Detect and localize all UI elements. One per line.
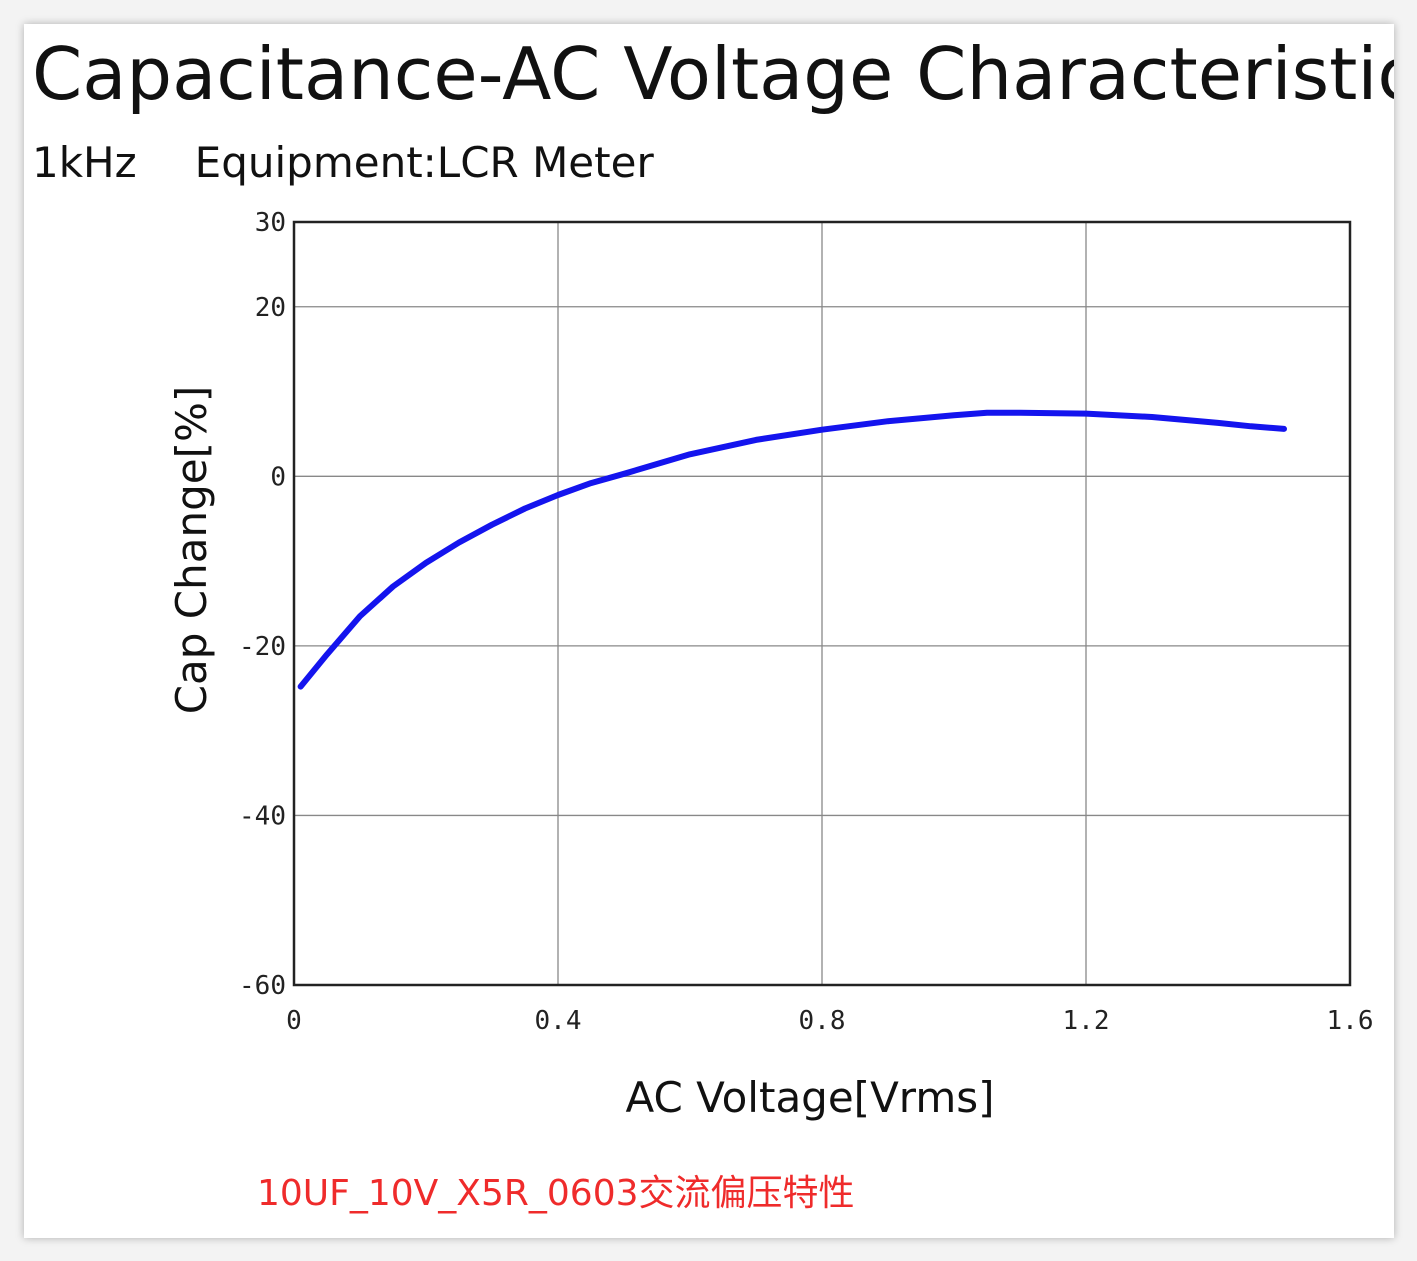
- data-point: [952, 413, 956, 417]
- y-tick-labels: -60 -40 -20 0 20 30: [239, 208, 286, 1001]
- x-tick-label: 0.4: [535, 1006, 582, 1036]
- data-point: [688, 452, 692, 456]
- x-tick-label: 0: [286, 1006, 302, 1036]
- data-point: [457, 540, 461, 544]
- y-tick-label: 0: [270, 462, 286, 492]
- data-point: [1249, 424, 1253, 428]
- x-tick-label: 1.6: [1327, 1006, 1374, 1036]
- data-point: [985, 411, 989, 415]
- plot-frame: [292, 220, 1352, 987]
- data-point: [1150, 415, 1154, 419]
- y-axis-title: Cap Change[%]: [167, 386, 216, 715]
- line-chart: -60 -40 -20 0 20 30 0 0.4 0.8 1.2 1.6 AC Voltage[…: [167, 208, 1373, 1122]
- data-point: [754, 438, 758, 442]
- y-tick-label: 20: [255, 293, 286, 323]
- data-point: [523, 507, 527, 511]
- x-tick-labels: 0 0.4 0.8 1.2 1.6: [286, 1006, 1373, 1036]
- y-tick-label: -40: [239, 801, 286, 831]
- data-point: [589, 481, 593, 485]
- data-point: [622, 472, 626, 476]
- grid-lines: [294, 222, 1350, 985]
- series-layer: [297, 409, 1287, 690]
- data-point: [1216, 421, 1220, 425]
- data-point: [424, 561, 428, 565]
- chart-subtitle: 1kHz Equipment:LCR Meter: [32, 142, 654, 184]
- chart-card: Capacitance-AC Voltage Characteristic 1k…: [24, 24, 1394, 1238]
- data-point: [325, 652, 329, 656]
- frequency-label: 1kHz: [32, 138, 137, 187]
- data-point: [1018, 411, 1022, 415]
- x-tick-label: 0.8: [799, 1006, 846, 1036]
- chart-caption: 10UF_10V_X5R_0603交流偏压特性: [257, 1173, 855, 1214]
- chart-title: Capacitance-AC Voltage Characteristic: [32, 32, 1394, 116]
- data-point: [358, 614, 362, 618]
- data-point: [391, 585, 395, 589]
- data-point: [490, 523, 494, 527]
- data-point: [299, 685, 303, 689]
- x-tick-label: 1.2: [1063, 1006, 1110, 1036]
- x-axis-title: AC Voltage[Vrms]: [625, 1073, 994, 1122]
- data-point: [1084, 412, 1088, 416]
- y-tick-label: 30: [255, 208, 286, 238]
- y-tick-label: -20: [239, 632, 286, 662]
- data-point: [886, 419, 890, 423]
- data-point: [1282, 427, 1286, 431]
- equipment-label: Equipment:LCR Meter: [194, 138, 654, 187]
- data-point: [820, 428, 824, 432]
- data-point: [556, 493, 560, 497]
- y-tick-label: -60: [239, 971, 286, 1001]
